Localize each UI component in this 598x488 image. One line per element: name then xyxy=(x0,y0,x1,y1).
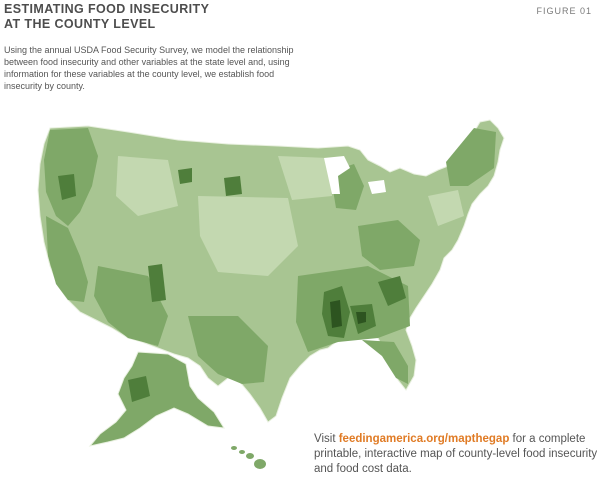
medium-insecurity-regions xyxy=(44,128,496,384)
appalachia-region xyxy=(358,220,420,270)
us-county-map xyxy=(28,116,598,488)
low-insecurity-regions xyxy=(116,156,464,276)
hawaii-island-4 xyxy=(254,459,266,469)
new-mexico-patch xyxy=(148,264,166,302)
hawaii-island-2 xyxy=(239,450,245,454)
high-insecurity-patches xyxy=(58,168,406,338)
title-line-2: AT THE COUNTY LEVEL xyxy=(4,17,156,31)
rockies-region xyxy=(116,156,178,216)
hawaii-shape xyxy=(231,446,266,469)
alaska-interior-patch xyxy=(128,376,150,402)
southeast-patch xyxy=(378,276,406,306)
dakota-patch xyxy=(224,176,242,196)
intro-paragraph: Using the annual USDA Food Security Surv… xyxy=(4,45,294,91)
hawaii-island-3 xyxy=(246,453,254,459)
mapthegap-link[interactable]: feedingamerica.org/mapthegap xyxy=(338,433,510,445)
visit-prefix: Visit xyxy=(314,433,339,445)
oregon-patch xyxy=(58,174,76,200)
florida-region xyxy=(362,340,408,384)
montana-patch xyxy=(178,168,192,184)
visit-suffix: for a complete printable, interactive ma… xyxy=(314,433,598,475)
delta-core-spot xyxy=(330,300,342,328)
highest-insecurity-spots xyxy=(330,300,366,328)
black-belt-spot xyxy=(356,312,366,324)
visit-callout: Visit feedingamerica.org/mapthegap for a… xyxy=(314,432,598,477)
california-region xyxy=(46,216,88,302)
southwest-region xyxy=(94,266,168,346)
great-plains-region xyxy=(198,196,298,276)
mid-atlantic-region xyxy=(428,190,464,226)
northeast-region xyxy=(446,128,496,186)
figure-title: ESTIMATING FOOD INSECURITY AT THE COUNTY… xyxy=(4,2,304,32)
map-svg xyxy=(37,119,505,469)
upper-midwest-region xyxy=(278,156,332,200)
great-lakes xyxy=(324,156,386,194)
texas-region xyxy=(188,316,268,384)
hawaii-island-1 xyxy=(231,446,237,450)
alaska-shape xyxy=(88,351,225,447)
title-line-1: ESTIMATING FOOD INSECURITY xyxy=(4,2,210,16)
figure-label: FIGURE 01 xyxy=(536,6,592,16)
